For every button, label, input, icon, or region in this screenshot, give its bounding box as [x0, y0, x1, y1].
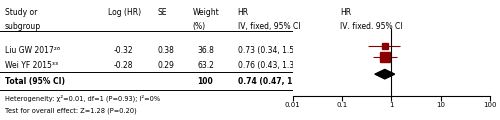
Text: Wei YF 2015³³: Wei YF 2015³³ — [5, 61, 58, 70]
Text: Heterogeneity: χ²=0.01, df=1 (P=0.93); I²=0%: Heterogeneity: χ²=0.01, df=1 (P=0.93); I… — [5, 95, 160, 102]
Text: 63.2: 63.2 — [198, 61, 214, 70]
Text: 0.73 (0.34, 1.53): 0.73 (0.34, 1.53) — [238, 46, 302, 55]
Text: IV, fixed, 95% CI: IV, fixed, 95% CI — [238, 22, 300, 31]
Text: subgroup: subgroup — [5, 22, 41, 31]
Text: Study or: Study or — [5, 8, 38, 17]
Polygon shape — [375, 69, 394, 79]
Text: 0.74 (0.47, 1.17): 0.74 (0.47, 1.17) — [238, 77, 309, 86]
Text: 36.8: 36.8 — [198, 46, 214, 55]
Text: 0.38: 0.38 — [158, 46, 174, 55]
Text: HR: HR — [238, 8, 248, 17]
Text: Test for overall effect: Z=1.28 (P=0.20): Test for overall effect: Z=1.28 (P=0.20) — [5, 108, 137, 114]
Text: SE: SE — [158, 8, 167, 17]
Text: Weight: Weight — [192, 8, 219, 17]
Text: 100: 100 — [198, 77, 213, 86]
Text: -0.32: -0.32 — [114, 46, 134, 55]
Text: IV, fixed, 95% CI: IV, fixed, 95% CI — [340, 22, 402, 31]
Text: HR: HR — [340, 8, 351, 17]
Text: Total (95% CI): Total (95% CI) — [5, 77, 65, 86]
Text: (%): (%) — [192, 22, 205, 31]
Text: 0.29: 0.29 — [158, 61, 174, 70]
Text: 0.76 (0.43, 1.33): 0.76 (0.43, 1.33) — [238, 61, 302, 70]
Text: -0.28: -0.28 — [114, 61, 134, 70]
Text: Log (HR): Log (HR) — [108, 8, 140, 17]
Text: Liu GW 2017²⁶: Liu GW 2017²⁶ — [5, 46, 60, 55]
